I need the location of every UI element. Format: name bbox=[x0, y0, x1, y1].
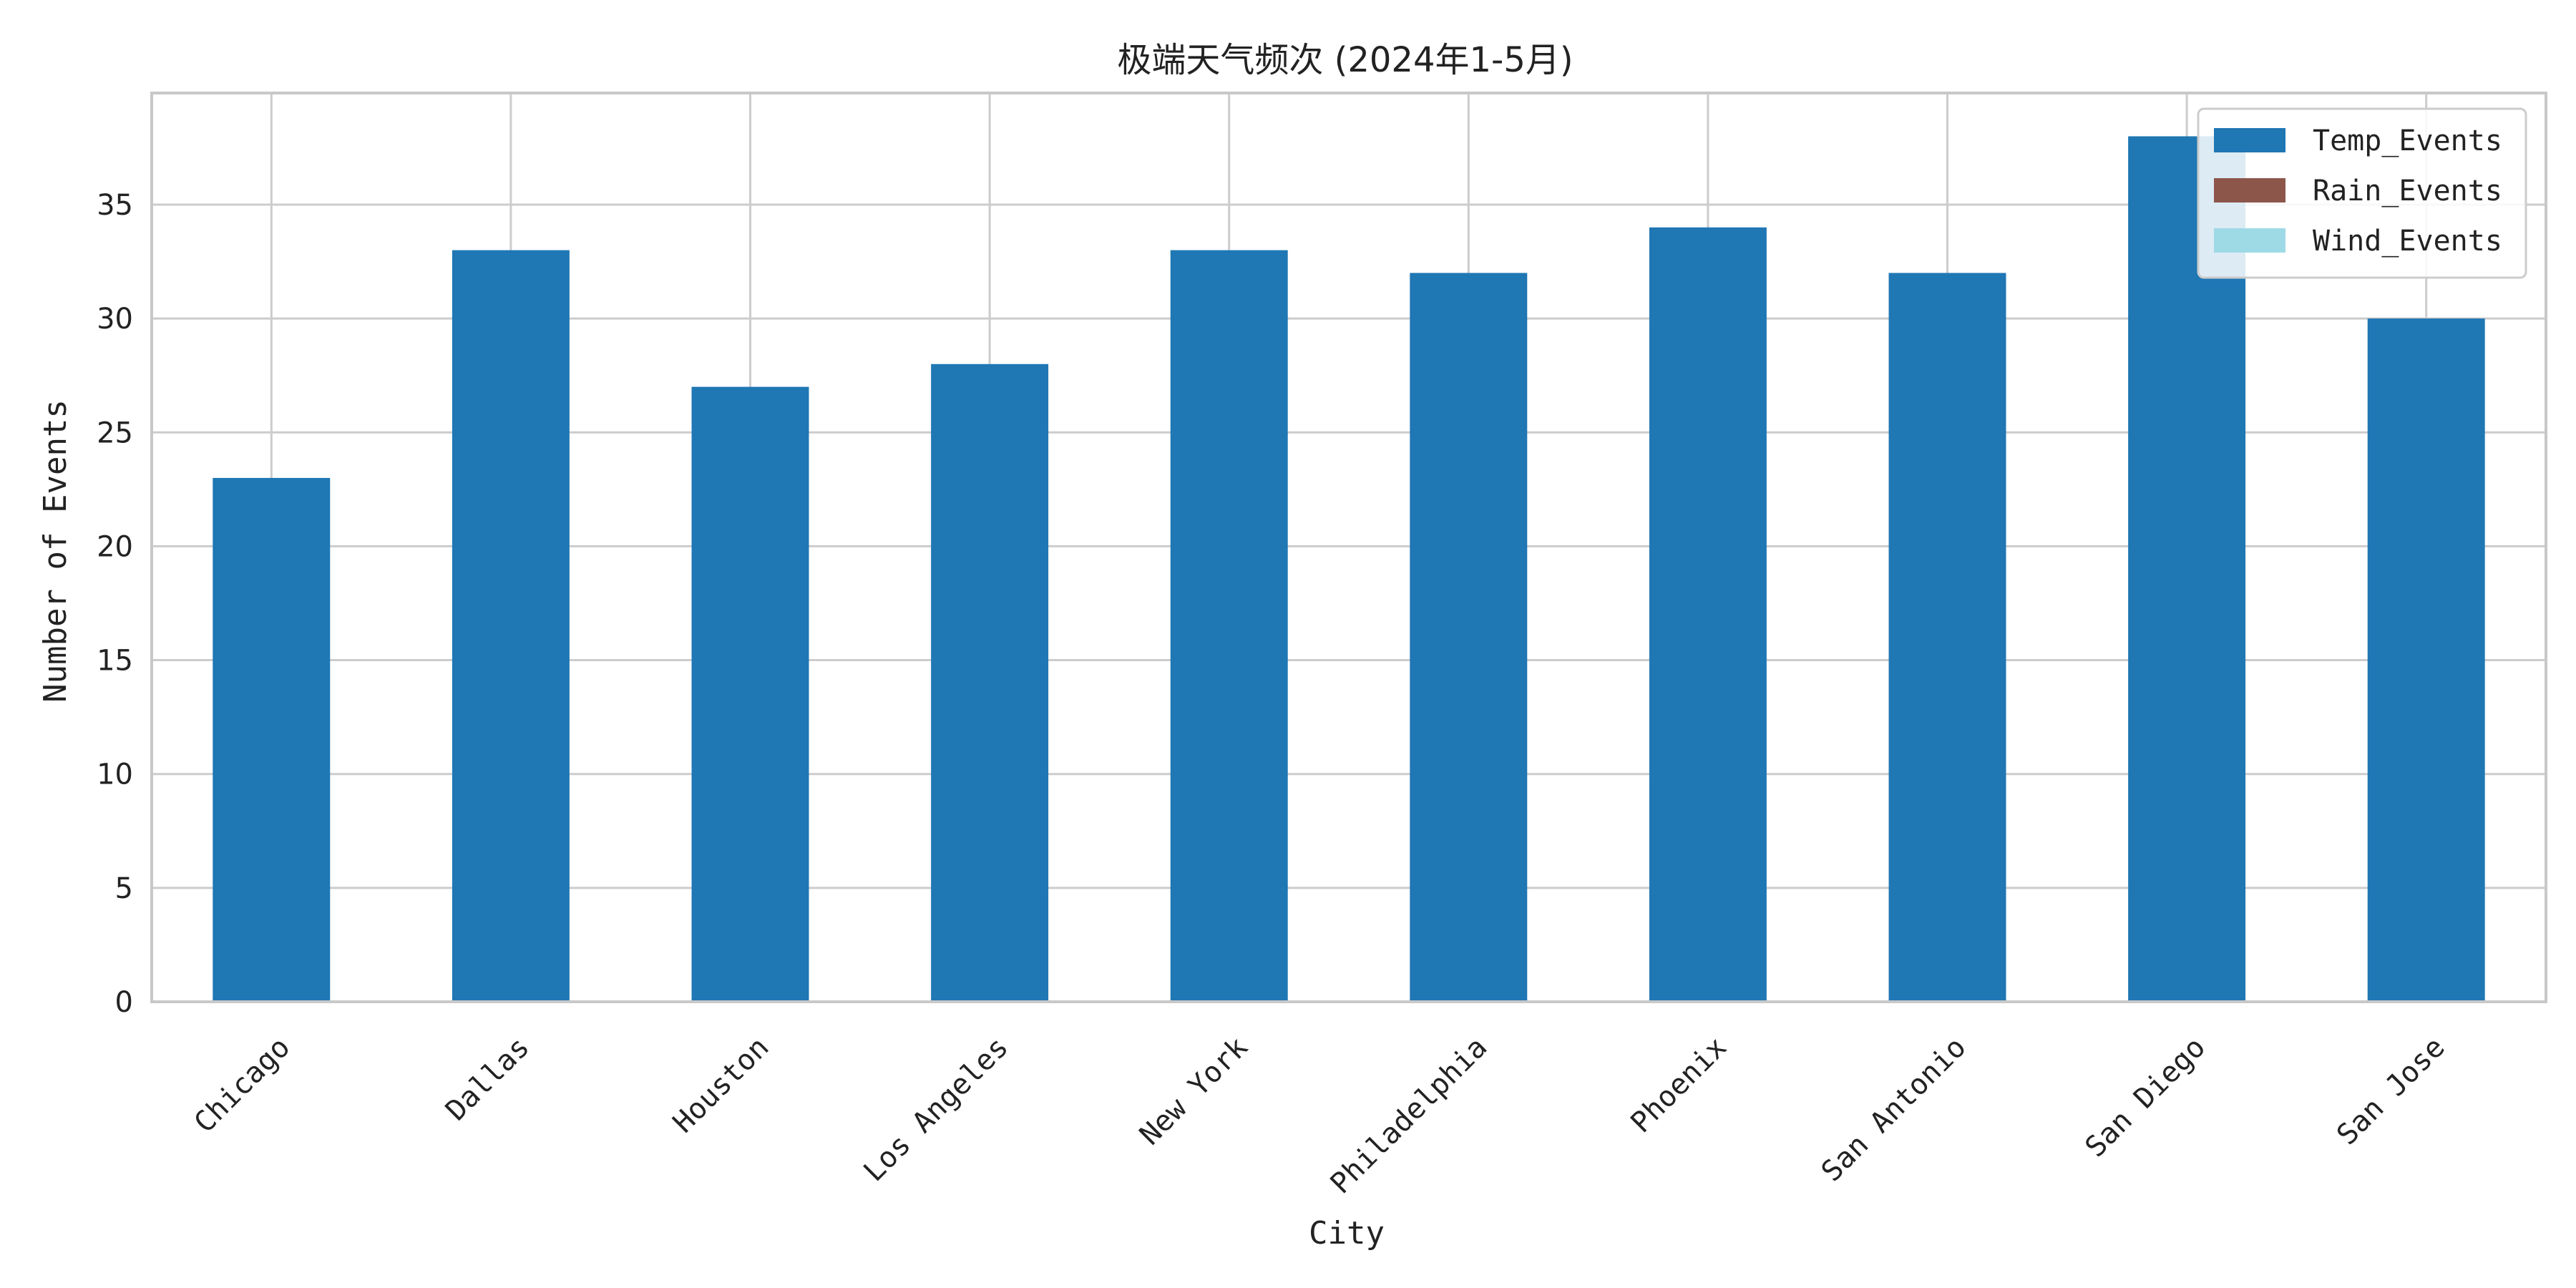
bar-temp-events bbox=[691, 386, 809, 1002]
legend-label: Temp_Events bbox=[2313, 125, 2502, 157]
y-tick-label: 5 bbox=[115, 872, 133, 905]
bar-temp-events bbox=[213, 477, 331, 1002]
y-tick-label: 25 bbox=[97, 416, 133, 449]
legend-swatch bbox=[2214, 128, 2285, 152]
y-tick-label: 30 bbox=[97, 303, 133, 336]
plot-frame bbox=[150, 92, 2547, 1003]
bar-temp-events bbox=[931, 364, 1049, 1002]
bar-temp-events bbox=[1888, 273, 2006, 1002]
bars bbox=[213, 136, 2485, 1002]
legend-swatch bbox=[2214, 178, 2285, 203]
legend-swatch bbox=[2214, 228, 2285, 253]
legend-label: Rain_Events bbox=[2313, 175, 2502, 208]
y-tick-label: 35 bbox=[97, 189, 133, 222]
bar-temp-events bbox=[1649, 227, 1767, 1002]
x-axis-label: City bbox=[1309, 1215, 1385, 1252]
bar-temp-events bbox=[1410, 273, 1528, 1002]
chart-title: 极端天气频次 (2024年1-5月) bbox=[1117, 40, 1573, 80]
legend-label: Wind_Events bbox=[2313, 225, 2502, 258]
bar-temp-events bbox=[2128, 136, 2246, 1002]
bar-temp-events bbox=[1170, 250, 1288, 1002]
y-axis-label: Number of Events bbox=[37, 399, 74, 703]
bar-temp-events bbox=[2367, 318, 2485, 1002]
y-tick-label: 20 bbox=[97, 530, 133, 563]
y-tick-label: 10 bbox=[97, 758, 133, 791]
legend: Temp_Events Rain_Events Wind_Events bbox=[2197, 107, 2527, 279]
y-tick-label: 0 bbox=[115, 986, 133, 1019]
y-tick-label: 15 bbox=[97, 645, 133, 678]
bar-temp-events bbox=[452, 250, 570, 1002]
y-tick-labels: 0 5 10 15 20 25 30 35 bbox=[97, 189, 133, 1019]
